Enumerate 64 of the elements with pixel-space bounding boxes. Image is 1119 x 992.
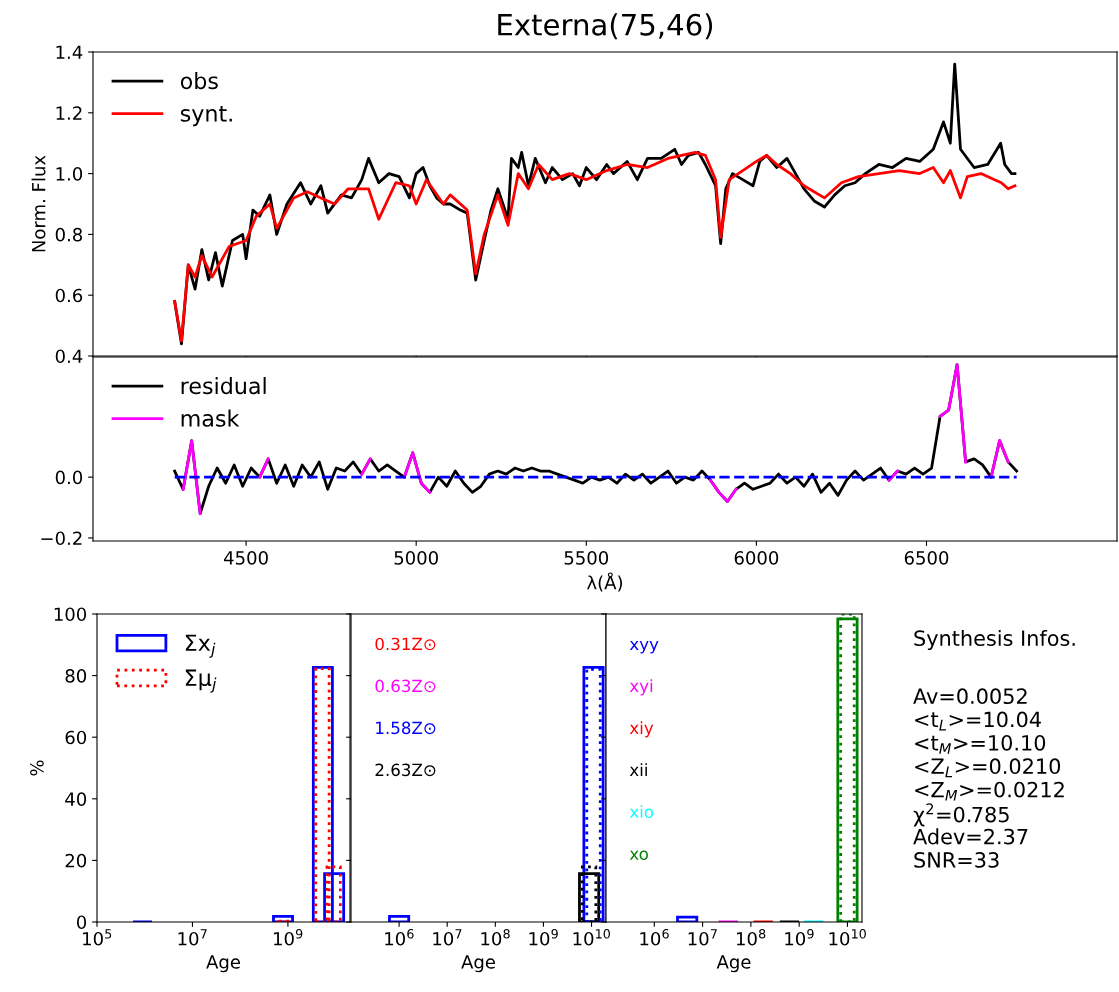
y-tick-label: 0.8 [55,227,83,242]
legend-label: 0.63Z⊙ [375,679,436,693]
x-tick-label: 10$^{10}$ [829,929,866,946]
x-tick-label: 10$^{8}$ [481,929,510,946]
y-axis-title: Norm. Flux [31,155,46,252]
text: 1.58Z⊙ [376,721,436,735]
chart-title: Externa(75,46) [498,13,713,40]
text: Synthesis Infos. [914,629,1075,651]
x-axis-title: Age [716,955,751,973]
legend-label: mask [181,409,240,427]
y-tick-label: 0.4 [55,349,83,364]
y-tick-label: 80 [65,669,87,683]
y-tick-label: 100 [54,607,87,622]
text: <Z$_{L}$>=0.0210 [915,758,1061,778]
x-tick-label: 10$^{9}$ [274,929,303,946]
text: χ$^{2}$=0.785 [913,803,1009,827]
y-tick-label: −0.2 [41,531,82,546]
x-tick-label: 10$^{7}$ [433,929,462,946]
y-tick-label: 20 [65,853,87,868]
y-tick-label: 0.6 [55,288,83,303]
x-tick-label: 10$^{8}$ [736,929,766,946]
x-axis-title: Age [461,955,495,973]
x-tick-label: 10$^{7}$ [178,929,207,946]
x-axis-title: Age [206,955,240,973]
legend-label: synt. [180,105,232,127]
text: <t$_{L}$>=10.04 [915,711,1041,731]
legend-label: Σx$_{j}$ [185,634,216,658]
text: xiy [629,721,654,738]
text: Adev=2.37 [913,828,1028,845]
y-tick-label: 0 [76,915,87,930]
x-tick-label: 10$^{6}$ [385,929,414,946]
x-tick-label: 10$^{10}$ [573,929,610,946]
x-tick-label: 5000 [394,551,438,565]
text: <Z$_{M}$>=0.0212 [915,781,1064,801]
x-tick-label: 10$^{6}$ [640,929,669,946]
text: xio [629,805,654,819]
y-tick-label: 60 [65,730,87,745]
x-tick-label: 10$^{9}$ [785,929,814,946]
x-tick-label: 6000 [734,551,779,565]
legend-label: residual [181,377,266,395]
x-tick-label: 10$^{7}$ [688,929,717,946]
x-axis-title: λ(Å) [586,572,623,592]
x-tick-label: 10$^{9}$ [529,929,558,946]
y-tick-label: 1.2 [56,106,82,120]
text: xii [629,763,647,776]
text: xyy [629,640,659,654]
y-tick-label: 1.4 [56,45,83,59]
text: xo [629,850,648,861]
text: Av=0.0052 [913,688,1027,705]
text: <t$_{M}$>=10.10 [915,734,1046,754]
y-tick-label: 1.0 [56,167,83,181]
x-tick-label: 4500 [224,551,268,565]
y-tick-label: 40 [65,792,87,806]
legend-label: 0.31Z⊙ [375,637,436,651]
text: 2.63Z⊙ [375,763,436,777]
legend-label: Σμ$_{j}$ [185,669,217,693]
text: xyi [629,679,653,696]
x-tick-label: 6500 [904,551,949,565]
legend-label: obs [180,72,218,90]
x-tick-label: 5500 [564,551,609,565]
text: SNR=33 [914,852,999,868]
x-tick-label: 10$^{5}$ [83,929,112,946]
y-tick-label: 0.0 [55,470,83,485]
y-axis-title: % [30,760,44,776]
